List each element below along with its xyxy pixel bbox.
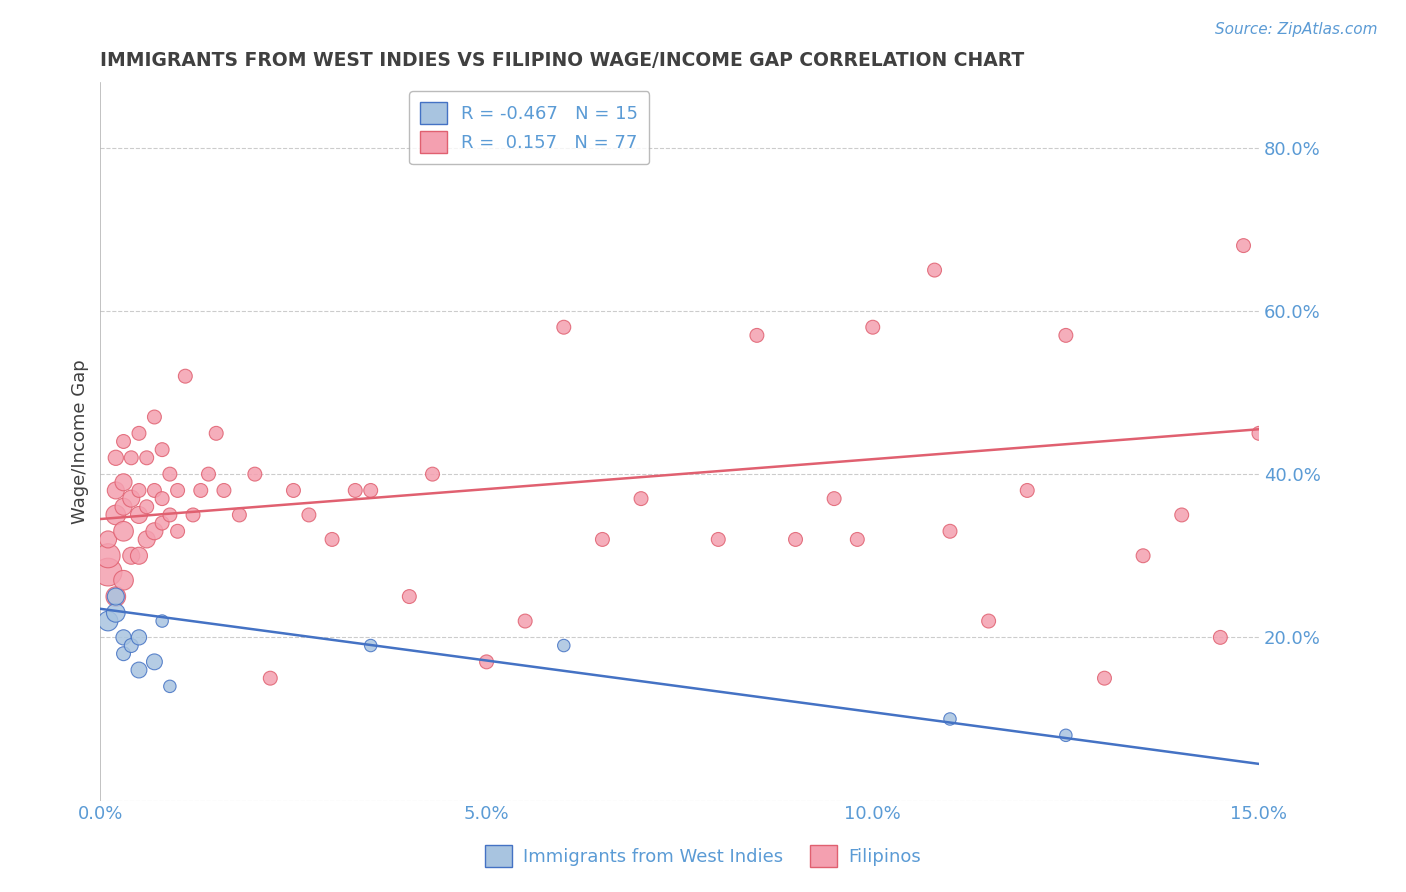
Point bbox=[1054, 328, 1077, 343]
Point bbox=[166, 483, 188, 498]
Point bbox=[1263, 508, 1285, 522]
Point bbox=[97, 565, 120, 579]
Point bbox=[283, 483, 305, 498]
Point bbox=[97, 533, 120, 547]
Point bbox=[120, 491, 142, 506]
Point bbox=[1232, 238, 1254, 252]
Point bbox=[1094, 671, 1116, 685]
Point bbox=[159, 679, 181, 693]
Point bbox=[1017, 483, 1039, 498]
Point bbox=[298, 508, 321, 522]
Point bbox=[1286, 467, 1309, 482]
Point bbox=[228, 508, 250, 522]
Point bbox=[1170, 508, 1192, 522]
Point bbox=[1209, 631, 1232, 645]
Point bbox=[553, 639, 575, 653]
Point bbox=[135, 500, 157, 514]
Point bbox=[143, 483, 166, 498]
Point bbox=[924, 263, 946, 277]
Point bbox=[128, 663, 150, 677]
Point bbox=[120, 549, 142, 563]
Point bbox=[1386, 549, 1406, 563]
Point bbox=[150, 442, 173, 457]
Point bbox=[174, 369, 197, 384]
Point bbox=[150, 491, 173, 506]
Point bbox=[112, 631, 135, 645]
Point bbox=[159, 508, 181, 522]
Point bbox=[190, 483, 212, 498]
Point bbox=[321, 533, 343, 547]
Point bbox=[120, 639, 142, 653]
Point bbox=[939, 712, 962, 726]
Point bbox=[166, 524, 188, 539]
Point bbox=[1340, 549, 1362, 563]
Legend: R = -0.467   N = 15, R =  0.157   N = 77: R = -0.467 N = 15, R = 0.157 N = 77 bbox=[409, 91, 650, 164]
Point bbox=[104, 508, 127, 522]
Point bbox=[104, 590, 127, 604]
Point bbox=[745, 328, 768, 343]
Text: IMMIGRANTS FROM WEST INDIES VS FILIPINO WAGE/INCOME GAP CORRELATION CHART: IMMIGRANTS FROM WEST INDIES VS FILIPINO … bbox=[100, 51, 1025, 70]
Point bbox=[977, 614, 1000, 628]
Point bbox=[128, 631, 150, 645]
Point bbox=[112, 573, 135, 587]
Point bbox=[515, 614, 537, 628]
Point bbox=[259, 671, 281, 685]
Point bbox=[112, 524, 135, 539]
Point bbox=[112, 647, 135, 661]
Point bbox=[97, 549, 120, 563]
Point bbox=[104, 483, 127, 498]
Point bbox=[1309, 533, 1331, 547]
Point bbox=[112, 475, 135, 490]
Point bbox=[422, 467, 444, 482]
Point bbox=[846, 533, 869, 547]
Point bbox=[159, 467, 181, 482]
Point bbox=[112, 434, 135, 449]
Point bbox=[143, 409, 166, 424]
Point bbox=[104, 450, 127, 465]
Point bbox=[128, 483, 150, 498]
Point bbox=[104, 590, 127, 604]
Point bbox=[1054, 728, 1077, 742]
Point bbox=[1364, 631, 1386, 645]
Point bbox=[112, 500, 135, 514]
Y-axis label: Wage/Income Gap: Wage/Income Gap bbox=[72, 359, 89, 524]
Point bbox=[862, 320, 884, 334]
Point bbox=[150, 614, 173, 628]
Point bbox=[1247, 426, 1270, 441]
Point bbox=[1132, 549, 1154, 563]
Point bbox=[135, 450, 157, 465]
Point bbox=[197, 467, 219, 482]
Point bbox=[360, 483, 382, 498]
Point bbox=[181, 508, 204, 522]
Point bbox=[785, 533, 807, 547]
Point bbox=[205, 426, 228, 441]
Point bbox=[128, 549, 150, 563]
Point bbox=[707, 533, 730, 547]
Point bbox=[823, 491, 845, 506]
Point bbox=[344, 483, 367, 498]
Point bbox=[1324, 549, 1347, 563]
Point bbox=[143, 655, 166, 669]
Point bbox=[398, 590, 420, 604]
Point bbox=[135, 533, 157, 547]
Point bbox=[360, 639, 382, 653]
Point bbox=[128, 508, 150, 522]
Point bbox=[97, 614, 120, 628]
Point bbox=[104, 606, 127, 620]
Legend: Immigrants from West Indies, Filipinos: Immigrants from West Indies, Filipinos bbox=[478, 838, 928, 874]
Point bbox=[128, 426, 150, 441]
Text: Source: ZipAtlas.com: Source: ZipAtlas.com bbox=[1215, 22, 1378, 37]
Point bbox=[150, 516, 173, 530]
Point bbox=[212, 483, 235, 498]
Point bbox=[939, 524, 962, 539]
Point bbox=[120, 450, 142, 465]
Point bbox=[143, 524, 166, 539]
Point bbox=[553, 320, 575, 334]
Point bbox=[475, 655, 498, 669]
Point bbox=[243, 467, 266, 482]
Point bbox=[630, 491, 652, 506]
Point bbox=[591, 533, 613, 547]
